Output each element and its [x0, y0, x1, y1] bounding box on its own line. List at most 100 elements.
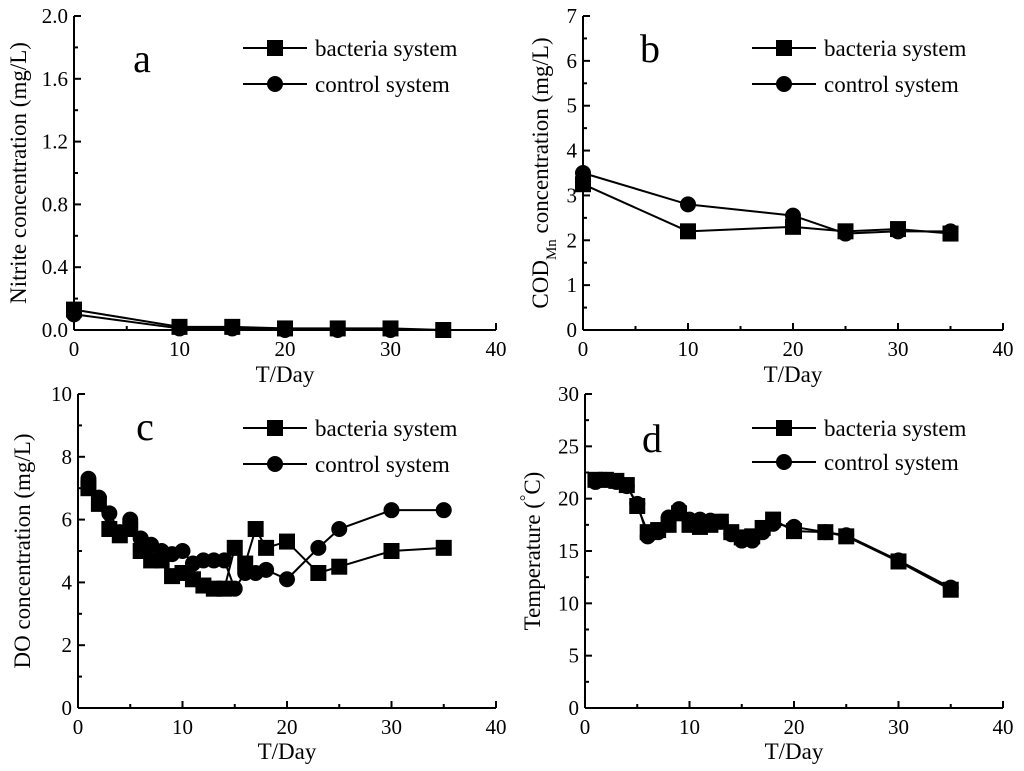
x-tick-label: 20	[784, 715, 805, 739]
x-tick-label: 30	[888, 715, 909, 739]
y-tick-label: 2	[62, 633, 73, 657]
y-tick-label: 3	[567, 183, 578, 207]
control-data-point	[90, 489, 107, 506]
legend-label: bacteria system	[824, 36, 967, 61]
y-tick-label: 0	[569, 696, 580, 720]
control-data-point	[171, 320, 188, 337]
control-data-point	[838, 527, 855, 544]
control-data-point	[224, 320, 241, 337]
y-tick-label: 1	[567, 273, 578, 297]
x-tick-label: 40	[993, 337, 1014, 361]
y-tick-label: 4	[567, 139, 578, 163]
y-tick-label: 0	[567, 318, 578, 342]
control-data-point	[277, 322, 293, 338]
y-tick-label: 2.0	[42, 4, 68, 28]
control-data-point	[435, 502, 452, 519]
y-tick-label: 0	[62, 696, 73, 720]
y-tick-label: 15	[558, 539, 579, 563]
control-data-point	[80, 470, 97, 487]
control-data-point	[942, 579, 959, 596]
bacteria-data-point	[279, 533, 295, 550]
y-tick-label: 4	[62, 570, 73, 594]
control-data-point	[650, 524, 667, 541]
x-tick-label: 0	[73, 715, 84, 739]
legend-label: control system	[315, 452, 450, 477]
control-data-point	[331, 521, 348, 538]
y-axis-label: DO concentration (mg/L)	[10, 433, 35, 668]
panel-letter: c	[136, 404, 154, 449]
control-data-point	[383, 502, 400, 519]
legend-label: bacteria system	[824, 416, 967, 441]
bacteria-data-point	[435, 539, 452, 556]
control-data-point	[817, 524, 834, 541]
control-data-point	[618, 478, 635, 495]
panel-letter: d	[642, 416, 662, 461]
bacteria-data-point	[680, 223, 696, 240]
control-data-point	[382, 322, 399, 338]
control-data-point	[575, 165, 591, 181]
y-axis-label: Nitrite concentration (mg/L)	[6, 42, 31, 304]
control-data-point	[744, 532, 761, 549]
x-axis-label: T/Day	[258, 739, 317, 764]
y-tick-label: 10	[558, 591, 579, 615]
y-tick-label: 7	[567, 4, 578, 28]
legend-marker	[267, 420, 283, 436]
control-data-point	[837, 225, 854, 242]
control-data-point	[174, 543, 191, 559]
control-data-point	[890, 552, 907, 569]
control-data-point	[329, 322, 346, 338]
x-tick-label: 40	[486, 715, 507, 739]
y-tick-label: 6	[62, 508, 73, 532]
legend-label: bacteria system	[315, 36, 458, 61]
control-data-point	[785, 207, 801, 224]
y-axis-label: Temperature (°C)	[518, 472, 545, 631]
y-axis-label: CODMn concentration (mg/L)	[528, 37, 560, 308]
x-tick-label: 10	[172, 715, 193, 739]
legend-marker	[267, 40, 283, 56]
control-data-point	[680, 196, 696, 213]
y-tick-label: 0.4	[42, 255, 69, 279]
legend-label: bacteria system	[315, 416, 458, 441]
control-data-point	[310, 539, 327, 556]
legend-marker	[776, 76, 792, 92]
control-data-point	[279, 571, 295, 588]
x-tick-label: 20	[783, 337, 804, 361]
bacteria-data-point	[226, 539, 243, 556]
control-data-point	[122, 511, 139, 528]
control-data-point	[890, 223, 906, 240]
control-data-point	[765, 515, 782, 532]
legend-marker	[776, 454, 792, 470]
x-tick-label: 10	[679, 715, 700, 739]
y-tick-label: 25	[558, 434, 579, 458]
series-line-bacteria	[582, 183, 951, 235]
y-tick-label: 0.0	[42, 318, 68, 342]
y-tick-label: 5	[569, 644, 580, 668]
x-tick-label: 0	[580, 715, 591, 739]
legend-label: control system	[824, 72, 959, 97]
y-tick-label: 1.2	[42, 130, 68, 154]
x-axis-label: T/Day	[764, 362, 823, 387]
bacteria-data-point	[383, 543, 400, 559]
x-tick-label: 10	[678, 337, 699, 361]
control-data-point	[258, 561, 275, 578]
bacteria-data-point	[258, 539, 275, 556]
y-tick-label: 20	[558, 487, 579, 511]
x-tick-label: 0	[578, 337, 589, 361]
y-tick-label: 10	[51, 382, 72, 406]
control-data-point	[942, 223, 959, 240]
y-tick-label: 30	[558, 382, 579, 406]
legend-label: control system	[315, 72, 450, 97]
legend-marker	[776, 40, 792, 56]
legend-marker	[267, 76, 283, 92]
x-axis-label: T/Day	[256, 362, 315, 387]
legend-marker	[776, 420, 792, 436]
control-data-point	[629, 495, 646, 512]
control-data-point	[786, 518, 802, 535]
panel-a-nitrite-chart: 0 10 20 30 40 0.0 0.4 0.8 1.2 1.6 2.0 T/Day Nitrite …	[6, 4, 507, 387]
panel-b-cod-chart: 0 10 20 30 40 0 1 2 3 4 5 6 7 T/Day CODMn concentratio…	[528, 4, 1014, 387]
panel-d-temperature-chart: 0 10 20 30 40 0 5 10 15 20 25 30 T/Day Temperature (°…	[518, 382, 1014, 764]
control-data-point	[712, 513, 729, 530]
x-tick-label: 0	[69, 337, 80, 361]
control-data-point	[101, 505, 118, 522]
